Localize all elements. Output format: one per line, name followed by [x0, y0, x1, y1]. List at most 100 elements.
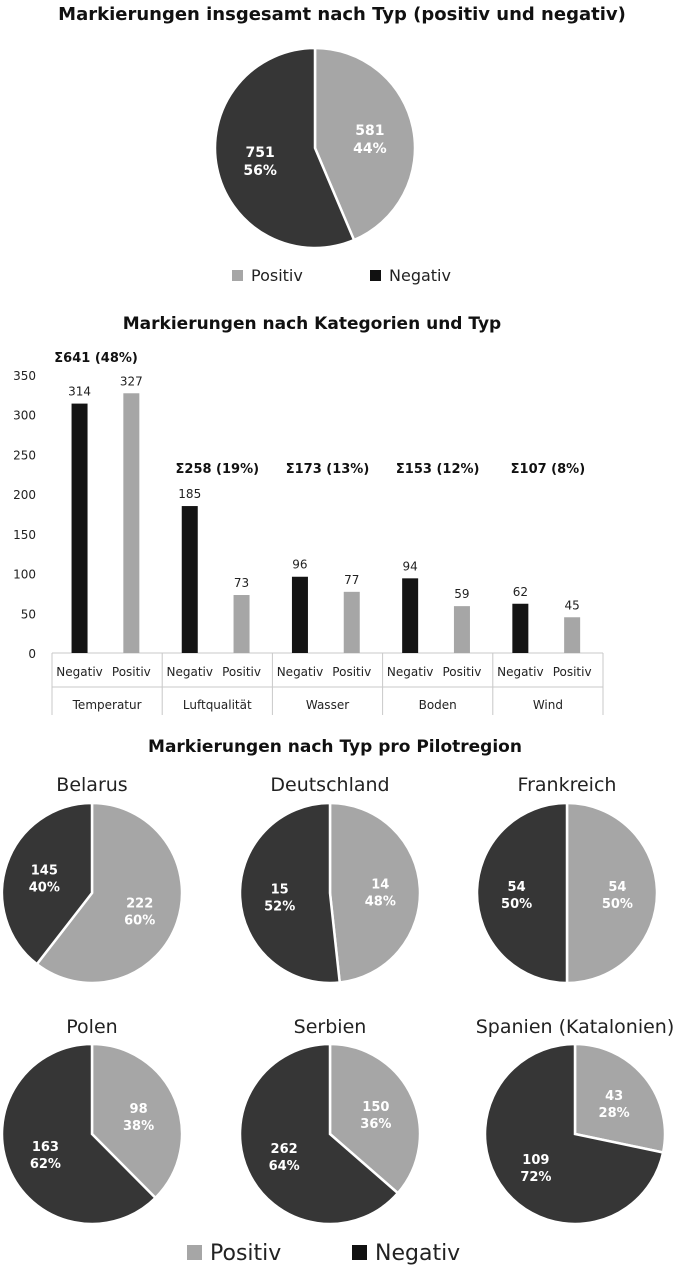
y-tick-label: 100	[13, 568, 36, 582]
x-tick-label: Positiv	[553, 665, 592, 679]
bar-temperatur-positiv	[123, 393, 140, 653]
region-serbien-label-negativ-value: 262	[271, 1142, 298, 1157]
region-pie-frankreich: Frankreich 54 50% 54 50%	[475, 774, 659, 985]
region-title: Spanien (Katalonien)	[476, 1016, 675, 1038]
x-tick-label: Positiv	[222, 665, 261, 679]
region-frankreich-label-positiv-pct: 50%	[602, 897, 633, 912]
bar-value-label: 59	[454, 587, 469, 601]
group-sum-label: Σ258 (19%)	[176, 462, 260, 477]
y-tick-label: 150	[13, 528, 36, 542]
regions-legend-swatch-positiv	[187, 1245, 202, 1260]
region-serbien-slice-negativ	[238, 1042, 400, 1226]
region-deutschland-label-positiv-pct: 48%	[365, 894, 396, 909]
region-deutschland-label-negativ-pct: 52%	[264, 900, 295, 915]
region-spanien-katalonien-label-positiv-value: 43	[605, 1089, 623, 1104]
category-label: Boden	[419, 698, 457, 712]
region-title: Serbien	[294, 1016, 367, 1038]
group-sum-label: Σ173 (13%)	[286, 462, 370, 477]
bar-boden-negativ	[402, 578, 419, 653]
region-belarus-label-negativ-pct: 40%	[29, 881, 60, 896]
y-tick-label: 300	[13, 409, 36, 423]
region-spanien-katalonien-label-positiv-pct: 28%	[599, 1106, 630, 1121]
region-spanien-katalonien-slice-positiv	[573, 1042, 667, 1154]
region-pie-belarus: Belarus 222 60% 145 40%	[0, 774, 184, 985]
overall-legend-label-positiv: Positiv	[251, 266, 303, 285]
region-title: Deutschland	[270, 774, 389, 796]
regions-legend-swatch-negativ	[352, 1245, 367, 1260]
x-tick-label: Negativ	[277, 665, 323, 679]
region-belarus-slice-negativ	[0, 801, 94, 966]
region-deutschland-label-positiv-value: 14	[371, 877, 389, 892]
overall-pie-label-positiv-value: 581	[355, 123, 384, 139]
x-tick-label: Negativ	[167, 665, 213, 679]
overall-legend-swatch-positiv	[232, 270, 243, 281]
region-serbien-slice-positiv	[328, 1042, 422, 1195]
y-tick-label: 50	[21, 607, 36, 621]
regions-title: Markierungen nach Typ pro Pilotregion	[148, 737, 522, 757]
region-belarus-label-positiv-value: 222	[126, 896, 153, 911]
region-polen-label-negativ-pct: 62%	[30, 1157, 61, 1172]
bar-value-label: 185	[178, 487, 201, 501]
region-pie-polen: Polen 98 38% 163 62%	[0, 1016, 184, 1226]
overall-pie-label-negativ-value: 751	[246, 145, 275, 161]
x-tick-label: Negativ	[56, 665, 102, 679]
region-frankreich-label-positiv-value: 54	[608, 880, 626, 895]
category-label: Wasser	[306, 698, 349, 712]
region-title: Frankreich	[518, 774, 617, 796]
bar-wind-negativ	[512, 603, 529, 653]
region-frankreich-slice-negativ	[475, 801, 569, 985]
overall-pie: 581 44% 751 56%	[213, 46, 417, 250]
overall-pie-label-negativ-pct: 56%	[243, 163, 277, 179]
region-serbien-label-positiv-value: 150	[362, 1100, 389, 1115]
x-tick-label: Positiv	[332, 665, 371, 679]
category-label: Temperatur	[72, 698, 142, 712]
overall-pie-slice-negativ	[213, 46, 356, 250]
bar-value-label: 94	[403, 559, 418, 573]
bar-value-label: 45	[565, 598, 580, 612]
x-tick-label: Positiv	[112, 665, 151, 679]
bar-luftqualität-negativ	[181, 506, 198, 653]
overall-legend-label-negativ: Negativ	[389, 266, 451, 285]
y-tick-label: 250	[13, 448, 36, 462]
category-label: Wind	[533, 698, 563, 712]
region-serbien-label-positiv-pct: 36%	[360, 1117, 391, 1132]
region-polen-label-negativ-value: 163	[32, 1140, 59, 1155]
overall-pie-slice-positiv	[313, 46, 417, 242]
x-tick-label: Positiv	[442, 665, 481, 679]
region-frankreich-label-negativ-pct: 50%	[501, 897, 532, 912]
region-polen-label-positiv-value: 98	[130, 1102, 148, 1117]
region-deutschland-label-negativ-value: 15	[271, 883, 289, 898]
region-serbien-label-negativ-pct: 64%	[269, 1159, 300, 1174]
y-tick-label: 0	[28, 647, 36, 661]
bar-value-label: 96	[292, 558, 307, 572]
bar-value-label: 77	[344, 573, 359, 587]
region-polen-slice-negativ	[0, 1042, 158, 1226]
region-deutschland-slice-positiv	[328, 801, 422, 984]
overall-legend: Positiv Negativ	[232, 266, 451, 285]
x-tick-label: Negativ	[387, 665, 433, 679]
region-pie-deutschland: Deutschland 14 48% 15 52%	[238, 774, 422, 985]
region-frankreich-label-negativ-value: 54	[508, 880, 526, 895]
region-deutschland-slice-negativ	[238, 801, 342, 985]
bar-value-label: 327	[120, 374, 143, 388]
region-spanien-katalonien-label-negativ-value: 109	[522, 1153, 549, 1168]
regions-legend: Positiv Negativ	[187, 1241, 460, 1266]
bar-boden-positiv	[453, 606, 470, 653]
y-tick-label: 200	[13, 488, 36, 502]
region-title: Polen	[66, 1016, 117, 1038]
group-sum-label: Σ641 (48%)	[54, 351, 138, 366]
region-polen-label-positiv-pct: 38%	[123, 1119, 154, 1134]
y-tick-label: 350	[13, 369, 36, 383]
overall-pie-title: Markierungen insgesamt nach Typ (positiv…	[58, 4, 626, 25]
region-polen-slice-positiv	[90, 1042, 184, 1200]
region-pie-serbien: Serbien 150 36% 262 64%	[238, 1016, 422, 1226]
group-sum-label: Σ153 (12%)	[396, 462, 480, 477]
bar-value-label: 62	[513, 585, 528, 599]
bar-chart: 0 50 100 150 200 250 300 350 314 Negativ 327 Positi…	[13, 351, 604, 715]
overall-pie-label-positiv-pct: 44%	[353, 141, 387, 157]
region-spanien-katalonien-slice-negativ	[483, 1042, 665, 1226]
region-title: Belarus	[56, 774, 127, 796]
bar-luftqualität-positiv	[233, 595, 250, 653]
category-label: Luftqualität	[183, 698, 252, 712]
